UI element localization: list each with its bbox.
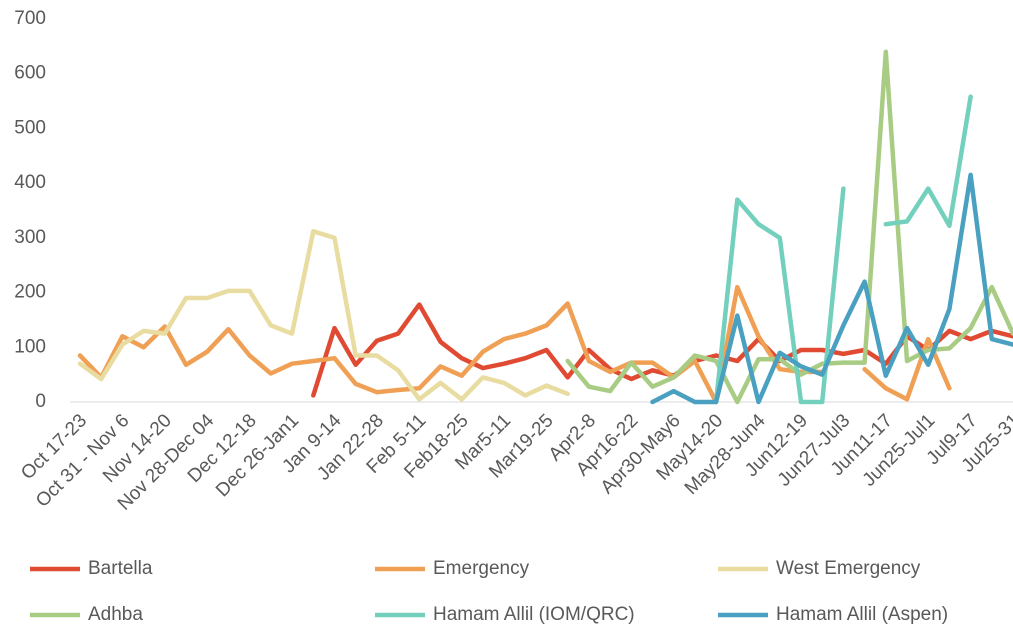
legend-label: Hamam Allil (IOM/QRC) <box>433 604 635 625</box>
y-tick-label: 400 <box>14 172 46 193</box>
legend-label: Emergency <box>433 558 530 579</box>
y-tick-label: 200 <box>14 282 46 303</box>
legend-label: Bartella <box>88 558 153 579</box>
series-line <box>565 49 1013 405</box>
series-line <box>77 229 570 402</box>
series-line <box>650 172 1013 405</box>
legend-label: Hamam Allil (Aspen) <box>776 604 948 625</box>
series-line <box>77 284 952 405</box>
legend-label: West Emergency <box>776 558 921 579</box>
legend-label: Adhba <box>88 604 143 625</box>
y-tick-label: 700 <box>14 8 46 29</box>
y-tick-label: 100 <box>14 336 46 357</box>
series-line <box>713 94 973 405</box>
y-tick-label: 500 <box>14 117 46 138</box>
y-tick-label: 0 <box>35 391 46 412</box>
y-tick-label: 300 <box>14 227 46 248</box>
y-tick-label: 600 <box>14 63 46 84</box>
